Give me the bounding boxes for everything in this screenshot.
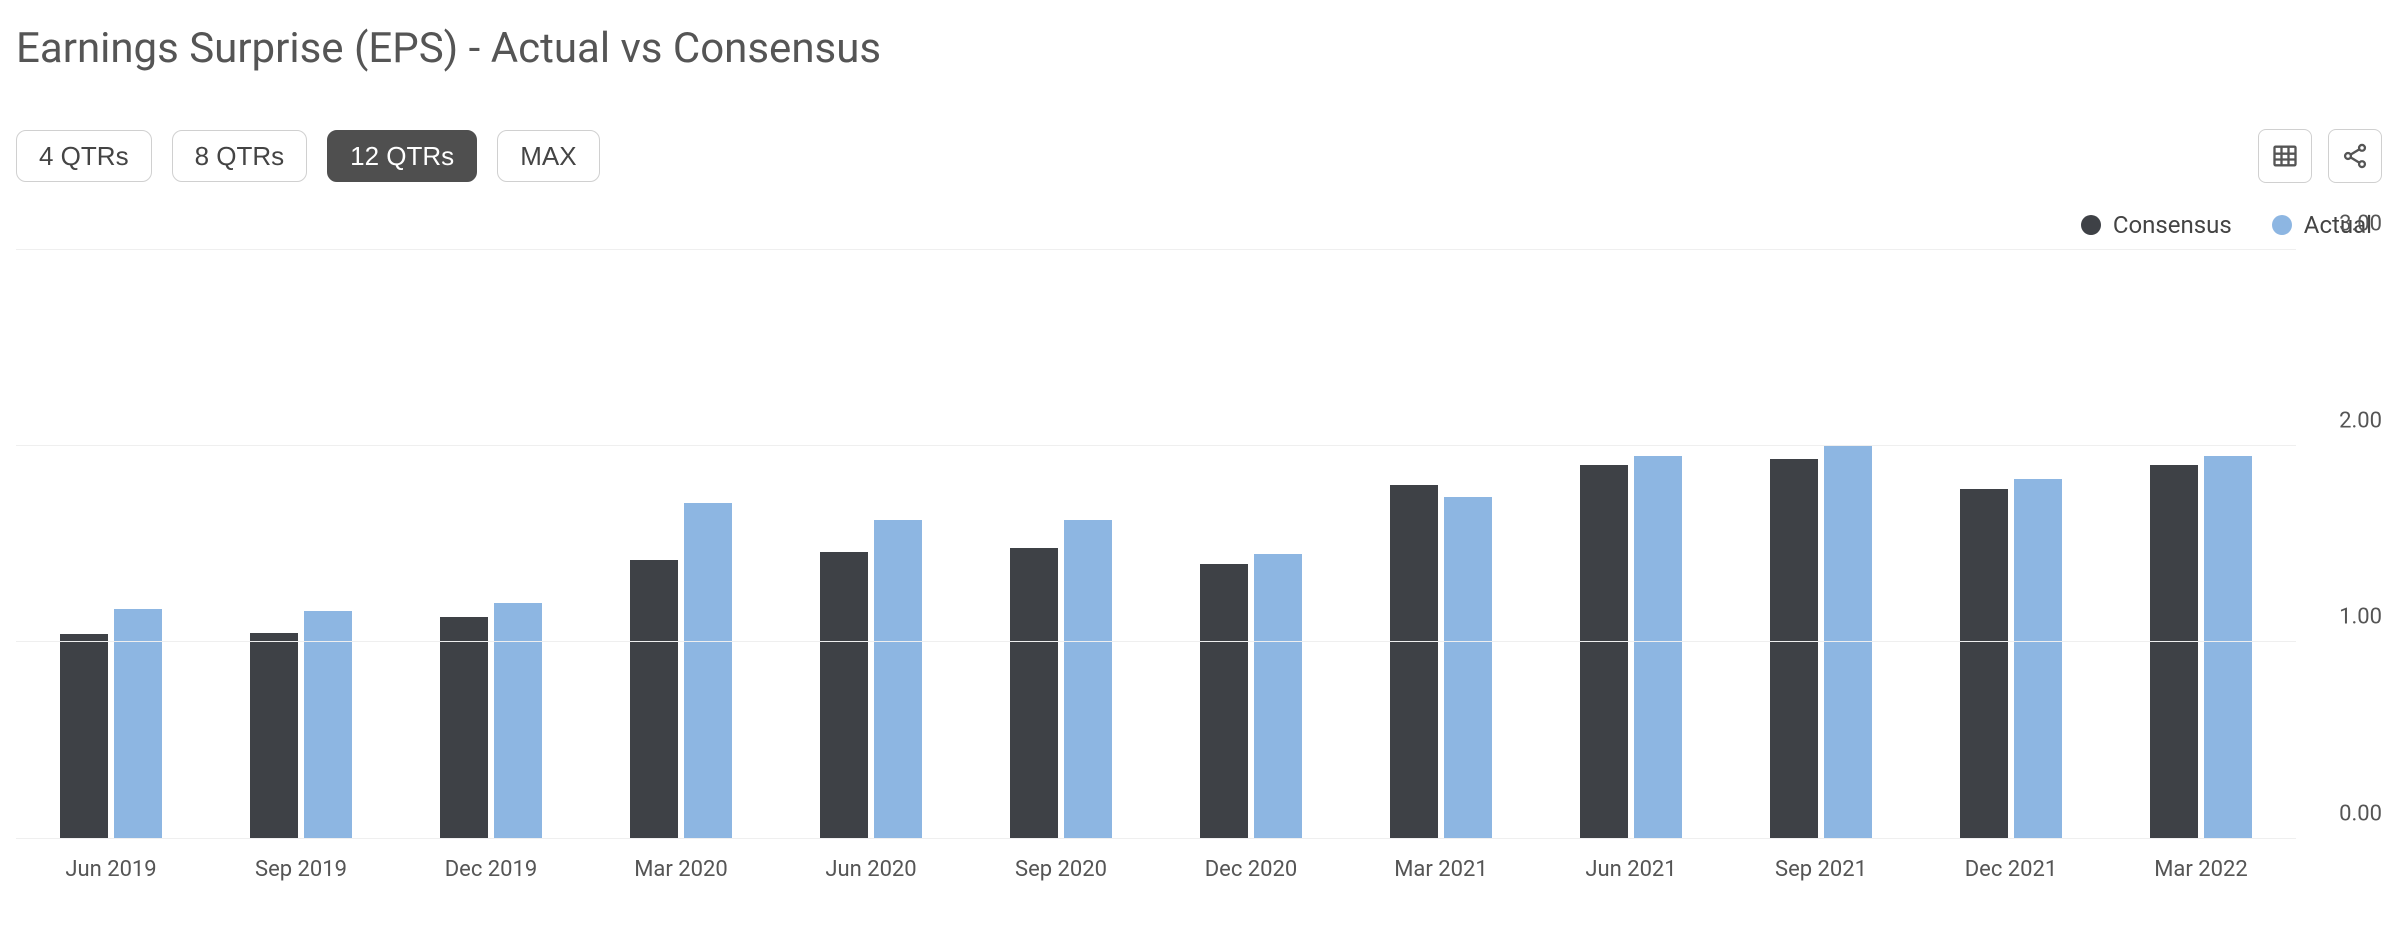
x-tick-label: Dec 2020 bbox=[1156, 857, 1346, 882]
bar-group bbox=[396, 250, 586, 839]
bar-groups bbox=[16, 250, 2296, 839]
bar-group bbox=[1726, 250, 1916, 839]
bar-group bbox=[206, 250, 396, 839]
x-tick-label: Jun 2019 bbox=[16, 857, 206, 882]
range-btn-4qtrs[interactable]: 4 QTRs bbox=[16, 130, 152, 182]
chart-title: Earnings Surprise (EPS) - Actual vs Cons… bbox=[16, 24, 2382, 73]
toolbar: 4 QTRs 8 QTRs 12 QTRs MAX bbox=[16, 129, 2382, 183]
bar-actual[interactable] bbox=[494, 603, 542, 839]
bar-consensus[interactable] bbox=[630, 560, 678, 839]
bar-actual[interactable] bbox=[1254, 554, 1302, 839]
x-axis-spacer bbox=[2296, 857, 2382, 882]
table-icon bbox=[2271, 142, 2299, 170]
bar-actual[interactable] bbox=[114, 609, 162, 839]
x-tick-label: Mar 2022 bbox=[2106, 857, 2296, 882]
legend-label-consensus: Consensus bbox=[2113, 211, 2232, 239]
bar-actual[interactable] bbox=[874, 520, 922, 839]
bar-actual[interactable] bbox=[684, 503, 732, 839]
bar-consensus[interactable] bbox=[1200, 564, 1248, 839]
bar-consensus[interactable] bbox=[1770, 459, 1818, 839]
chart-card: Earnings Surprise (EPS) - Actual vs Cons… bbox=[0, 0, 2398, 948]
bar-actual[interactable] bbox=[1444, 497, 1492, 839]
bar-actual[interactable] bbox=[304, 611, 352, 839]
bar-group bbox=[966, 250, 1156, 839]
x-tick-label: Sep 2020 bbox=[966, 857, 1156, 882]
gridline bbox=[16, 445, 2296, 446]
legend-swatch-actual bbox=[2272, 215, 2292, 235]
bar-consensus[interactable] bbox=[60, 634, 108, 839]
share-button[interactable] bbox=[2328, 129, 2382, 183]
bar-consensus[interactable] bbox=[2150, 465, 2198, 839]
bar-consensus[interactable] bbox=[1960, 489, 2008, 839]
x-axis-labels: Jun 2019Sep 2019Dec 2019Mar 2020Jun 2020… bbox=[16, 857, 2296, 882]
x-tick-label: Jun 2020 bbox=[776, 857, 966, 882]
y-tick-label: 0.00 bbox=[2321, 802, 2382, 827]
bar-group bbox=[16, 250, 206, 839]
icon-button-group bbox=[2258, 129, 2382, 183]
y-tick-label: 2.00 bbox=[2321, 408, 2382, 433]
bar-consensus[interactable] bbox=[1580, 465, 1628, 839]
x-tick-label: Mar 2020 bbox=[586, 857, 776, 882]
x-tick-label: Dec 2021 bbox=[1916, 857, 2106, 882]
range-btn-max[interactable]: MAX bbox=[497, 130, 599, 182]
bar-group bbox=[776, 250, 966, 839]
bar-group bbox=[1536, 250, 1726, 839]
legend-item-consensus[interactable]: Consensus bbox=[2081, 211, 2232, 239]
chart-plot bbox=[16, 249, 2296, 839]
legend-swatch-consensus bbox=[2081, 215, 2101, 235]
bar-group bbox=[1156, 250, 1346, 839]
gridline bbox=[16, 838, 2296, 839]
range-button-group: 4 QTRs 8 QTRs 12 QTRs MAX bbox=[16, 130, 600, 182]
gridline bbox=[16, 641, 2296, 642]
x-tick-label: Jun 2021 bbox=[1536, 857, 1726, 882]
share-icon bbox=[2341, 142, 2369, 170]
bar-consensus[interactable] bbox=[440, 617, 488, 839]
bar-actual[interactable] bbox=[2014, 479, 2062, 839]
bar-consensus[interactable] bbox=[1390, 485, 1438, 839]
x-axis: Jun 2019Sep 2019Dec 2019Mar 2020Jun 2020… bbox=[16, 857, 2382, 882]
y-axis: 0.001.002.003.00 bbox=[2296, 249, 2382, 839]
bar-consensus[interactable] bbox=[1010, 548, 1058, 839]
bar-group bbox=[2106, 250, 2296, 839]
chart: 0.001.002.003.00 bbox=[16, 249, 2382, 839]
bar-actual[interactable] bbox=[2204, 456, 2252, 840]
legend: Consensus Actual bbox=[16, 211, 2382, 239]
bar-consensus[interactable] bbox=[820, 552, 868, 839]
bar-group bbox=[1346, 250, 1536, 839]
x-tick-label: Sep 2021 bbox=[1726, 857, 1916, 882]
y-tick-label: 3.00 bbox=[2321, 212, 2382, 237]
bar-group bbox=[586, 250, 776, 839]
bar-group bbox=[1916, 250, 2106, 839]
x-tick-label: Dec 2019 bbox=[396, 857, 586, 882]
range-btn-8qtrs[interactable]: 8 QTRs bbox=[172, 130, 308, 182]
bar-actual[interactable] bbox=[1064, 520, 1112, 839]
bar-actual[interactable] bbox=[1634, 456, 1682, 840]
y-tick-label: 1.00 bbox=[2321, 605, 2382, 630]
bar-consensus[interactable] bbox=[250, 633, 298, 840]
range-btn-12qtrs[interactable]: 12 QTRs bbox=[327, 130, 477, 182]
x-tick-label: Mar 2021 bbox=[1346, 857, 1536, 882]
x-tick-label: Sep 2019 bbox=[206, 857, 396, 882]
table-view-button[interactable] bbox=[2258, 129, 2312, 183]
